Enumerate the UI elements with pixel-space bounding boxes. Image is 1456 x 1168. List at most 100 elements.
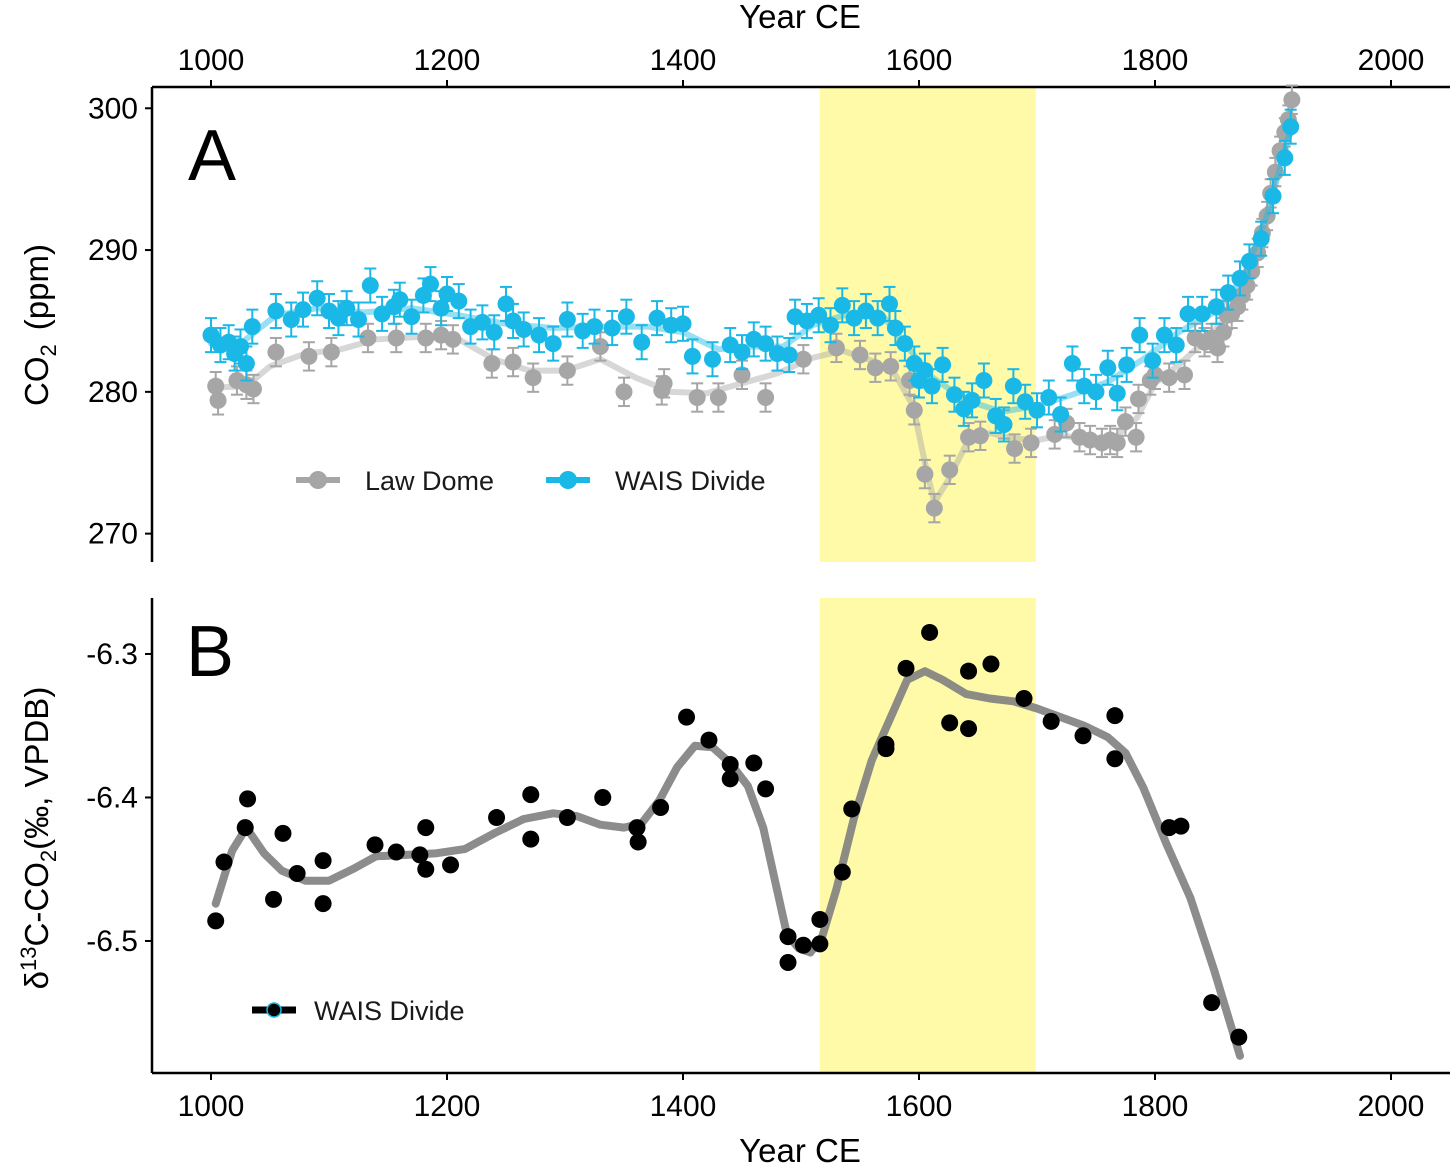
- wais-divide-d13c-point: [877, 740, 895, 758]
- wais-divide-point: [1144, 352, 1162, 370]
- wais-divide-point: [1231, 269, 1249, 287]
- wais-divide-point: [1052, 406, 1070, 424]
- legend-law-dome-marker: [309, 471, 327, 489]
- law-dome-point: [359, 329, 377, 347]
- law-dome-point: [1176, 366, 1193, 384]
- wais-divide-d13c-point: [558, 809, 576, 827]
- wais-divide-point: [881, 295, 898, 313]
- wais-divide-point: [603, 319, 621, 337]
- law-dome-point: [1266, 163, 1284, 181]
- top-x-axis-ticks: 1000 1200 1400 1600 1800 2000: [178, 44, 1424, 87]
- wais-divide-d13c-point: [794, 936, 812, 954]
- wais-divide-d13c-point: [265, 890, 283, 908]
- y-tick-label: -6.5: [86, 925, 138, 958]
- legend-wais-divide-marker: [559, 471, 577, 489]
- bottom-x-tick-label: 2000: [1358, 1090, 1425, 1123]
- wais-divide-point: [421, 275, 439, 293]
- wais-divide-point: [617, 308, 635, 326]
- law-dome-point: [1283, 91, 1301, 109]
- wais-divide-point: [916, 362, 934, 380]
- wais-divide-point: [485, 323, 503, 341]
- wais-divide-d13c-point: [411, 846, 429, 864]
- wais-divide-point: [810, 306, 828, 324]
- wais-divide-point: [403, 308, 421, 326]
- wais-divide-d13c-point: [1230, 1028, 1248, 1046]
- wais-divide-point: [1276, 149, 1294, 167]
- wais-divide-d13c-point: [1172, 817, 1190, 835]
- y-tick-label: -6.4: [86, 781, 138, 814]
- wais-divide-point: [1087, 383, 1105, 401]
- bottom-x-tick-label: 1800: [1122, 1090, 1189, 1123]
- wais-divide-point: [350, 311, 367, 329]
- wais-divide-point: [833, 296, 851, 314]
- top-x-tick-label: 1000: [178, 44, 245, 77]
- wais-divide-point: [558, 311, 576, 329]
- wais-divide-point: [683, 347, 701, 365]
- wais-divide-d13c-point: [652, 799, 670, 817]
- wais-divide-d13c-point: [417, 819, 435, 837]
- wais-divide-point: [294, 301, 312, 319]
- law-dome-point: [209, 391, 227, 409]
- wais-divide-point: [923, 377, 941, 395]
- law-dome-spline: [208, 105, 1294, 506]
- panel-b-legend: WAIS Divide: [252, 996, 465, 1026]
- panel-b-y-axis-ticks: -6.5 -6.4 -6.3: [86, 638, 152, 958]
- law-dome-point: [504, 353, 522, 371]
- wais-divide-point: [1240, 252, 1258, 270]
- law-dome-point: [916, 465, 934, 483]
- law-dome-point: [757, 389, 775, 407]
- wais-divide-point: [633, 333, 651, 351]
- wais-divide-point: [1179, 305, 1197, 323]
- wais-divide-point: [473, 313, 491, 331]
- wais-divide-d13c-point: [288, 865, 306, 883]
- wais-divide-point: [243, 318, 261, 336]
- law-dome-point: [322, 343, 340, 361]
- wais-divide-d13c-point: [811, 935, 829, 953]
- wais-divide-point: [1004, 377, 1022, 395]
- wais-divide-d13c-point: [215, 853, 233, 871]
- law-dome-point: [655, 374, 673, 392]
- wais-divide-d13c-point: [678, 708, 696, 726]
- wais-divide-d13c-point: [1106, 750, 1124, 768]
- wais-divide-point: [733, 343, 751, 361]
- wais-divide-point: [869, 309, 887, 327]
- panel-a-plot-area: [202, 84, 1301, 524]
- law-dome-point: [1127, 428, 1145, 446]
- y-tick-label: -6.3: [86, 638, 138, 671]
- wais-divide-d13c-point: [1106, 707, 1124, 725]
- wais-divide-d13c-point: [207, 912, 225, 930]
- wais-divide-point: [515, 320, 533, 338]
- legend-wais-divide-label: WAIS Divide: [615, 466, 766, 496]
- law-dome-point: [925, 499, 943, 517]
- wais-divide-d13c-point: [700, 731, 718, 749]
- wais-divide-point: [934, 356, 952, 374]
- wais-divide-point: [945, 386, 963, 404]
- legend-b-wais-divide-marker: [266, 1002, 282, 1018]
- law-dome-point: [1214, 323, 1232, 341]
- wais-divide-d13c-point: [843, 800, 861, 818]
- law-dome-point: [483, 354, 501, 372]
- wais-divide-point: [1155, 326, 1173, 344]
- law-dome-point: [1022, 434, 1040, 452]
- law-dome-point: [827, 339, 845, 357]
- bottom-x-tick-label: 1600: [886, 1090, 953, 1123]
- wais-divide-point: [1028, 401, 1046, 419]
- panel-a-letter: A: [188, 116, 236, 196]
- law-dome-point: [615, 383, 633, 401]
- law-dome-point: [866, 359, 884, 377]
- y-tick-label: 290: [88, 234, 138, 267]
- wais-divide-point: [308, 289, 326, 307]
- wais-divide-point: [1252, 230, 1270, 248]
- wais-divide-d13c-point: [629, 833, 647, 851]
- wais-divide-point: [1193, 305, 1211, 323]
- wais-divide-d13c-point: [1074, 727, 1092, 745]
- wais-divide-d13c-point: [1015, 689, 1033, 707]
- wais-divide-d13c-point: [745, 754, 763, 772]
- wais-divide-point: [267, 302, 285, 320]
- bottom-x-axis-ticks: 1000 1200 1400 1600 1800 2000: [178, 1073, 1425, 1123]
- panel-a-y-axis-title: CO2(ppm): [18, 244, 61, 406]
- wais-divide-point: [391, 291, 409, 309]
- law-dome-point: [1160, 369, 1178, 387]
- wais-divide-point: [1108, 384, 1126, 402]
